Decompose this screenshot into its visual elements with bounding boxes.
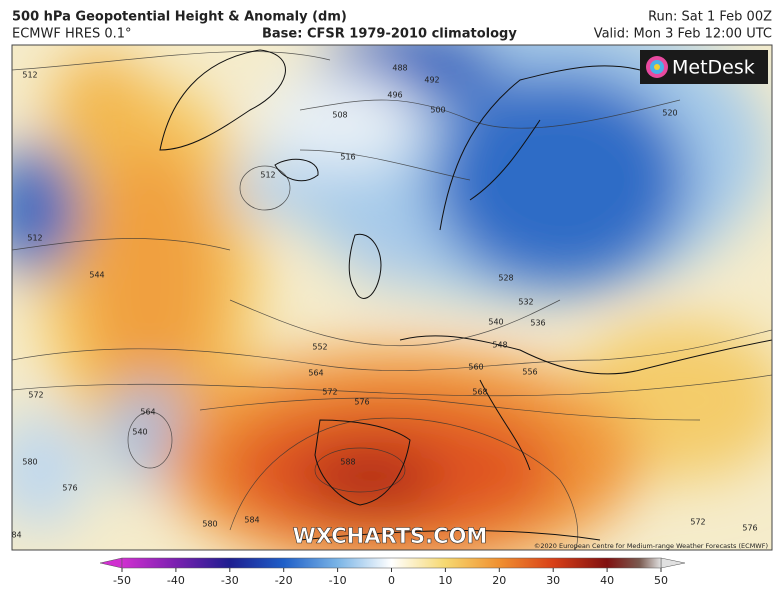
map-area: 512 488 492 496 500 508 516 512 520 512 544 528 532 5… [6,45,772,550]
colorbar-tick-label: 10 [438,574,452,587]
contour-label: 584 [244,516,259,525]
colorbar-tick-label: 20 [492,574,506,587]
contour-label: 512 [260,171,275,180]
colorbar-tick-label: 50 [654,574,668,587]
contour-label: 576 [354,398,369,407]
contour-label: 580 [202,520,217,529]
colorbar-tick-label: 30 [546,574,560,587]
contour-label: 576 [62,484,77,493]
colorbar-tick-label: -10 [329,574,347,587]
contour-label: 564 [308,369,323,378]
contour-label: 536 [530,319,545,328]
contour-label: 508 [332,111,347,120]
contour-label: 572 [322,388,337,397]
contour-label: 488 [392,64,407,73]
title: 500 hPa Geopotential Height & Anomaly (d… [12,10,347,25]
contour-label: 492 [424,76,439,85]
contour-label: 552 [312,343,327,352]
run: Run: Sat 1 Feb 00Z [648,10,772,25]
contour-label: 520 [662,109,677,118]
base: Base: CFSR 1979-2010 climatology [262,27,517,42]
contour-label: 576 [742,524,757,533]
contour-label: 548 [492,341,507,350]
contour-label: 568 [472,388,487,397]
contour-label: 528 [498,274,513,283]
logo: MetDesk [640,50,768,84]
contour-label: 560 [468,363,483,372]
contour-label: 496 [387,91,402,100]
contour-label: 588 [340,458,355,467]
colorbar-tick-label: 40 [600,574,614,587]
colorbar-tick-label: -50 [113,574,131,587]
map-frame [11,44,773,551]
watermark: WXCHARTS.COM [293,524,488,548]
contour-label: 572 [690,518,705,527]
colorbar-tick-label: -40 [167,574,185,587]
valid: Valid: Mon 3 Feb 12:00 UTC [594,27,772,42]
colorbar-tick-label: -30 [221,574,239,587]
logo-text: MetDesk [672,57,755,79]
contour-label: 584 [6,531,21,540]
contour-label: 564 [140,408,155,417]
colorbar-tick-label: -20 [275,574,293,587]
contour-label: 556 [522,368,537,377]
contour-label: 544 [89,271,104,280]
contour-label: 572 [28,391,43,400]
contour-label: 512 [27,234,42,243]
contour-label: 580 [22,458,37,467]
contour-label: 540 [488,318,503,327]
contour-label: 516 [340,153,355,162]
colorbar: -50 -40 -30 -20 -10 0 10 20 30 40 50 [99,557,686,587]
contour-label: 540 [132,428,147,437]
copyright: ©2020 European Centre for Medium-range W… [534,542,768,550]
contour-label: 500 [430,106,445,115]
model: ECMWF HRES 0.1° [12,27,132,42]
colorbar-tick-label: 0 [388,574,395,587]
contour-label: 512 [22,71,37,80]
contour-label: 532 [518,298,533,307]
